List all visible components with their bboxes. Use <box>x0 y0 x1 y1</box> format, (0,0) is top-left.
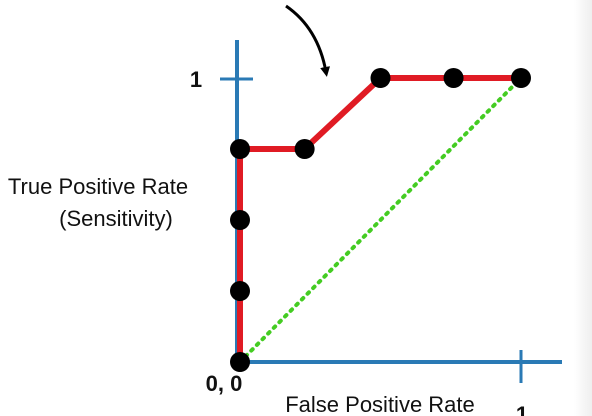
roc-point-5 <box>370 68 391 88</box>
roc-curve-line <box>237 75 521 362</box>
y-axis-label-line1: True Positive Rate <box>8 174 188 199</box>
roc-point-2 <box>230 210 250 230</box>
x-axis-label: False Positive Rate <box>285 392 475 416</box>
origin-label: 0, 0 <box>206 371 243 396</box>
roc-point-6 <box>443 68 464 88</box>
roc-point-4 <box>294 139 315 159</box>
x-tick-label-1: 1 <box>516 402 528 416</box>
roc-point-3 <box>230 139 250 159</box>
roc-point-7 <box>511 68 531 88</box>
annotation-arrow <box>285 4 331 77</box>
y-tick-label-1: 1 <box>190 67 202 92</box>
right-edge-shade <box>574 0 592 416</box>
roc-points <box>230 68 531 372</box>
roc-point-0 <box>230 352 250 372</box>
reference-diagonal-line <box>238 76 523 364</box>
roc-point-1 <box>230 281 250 301</box>
y-axis-label-line2: (Sensitivity) <box>59 206 173 231</box>
